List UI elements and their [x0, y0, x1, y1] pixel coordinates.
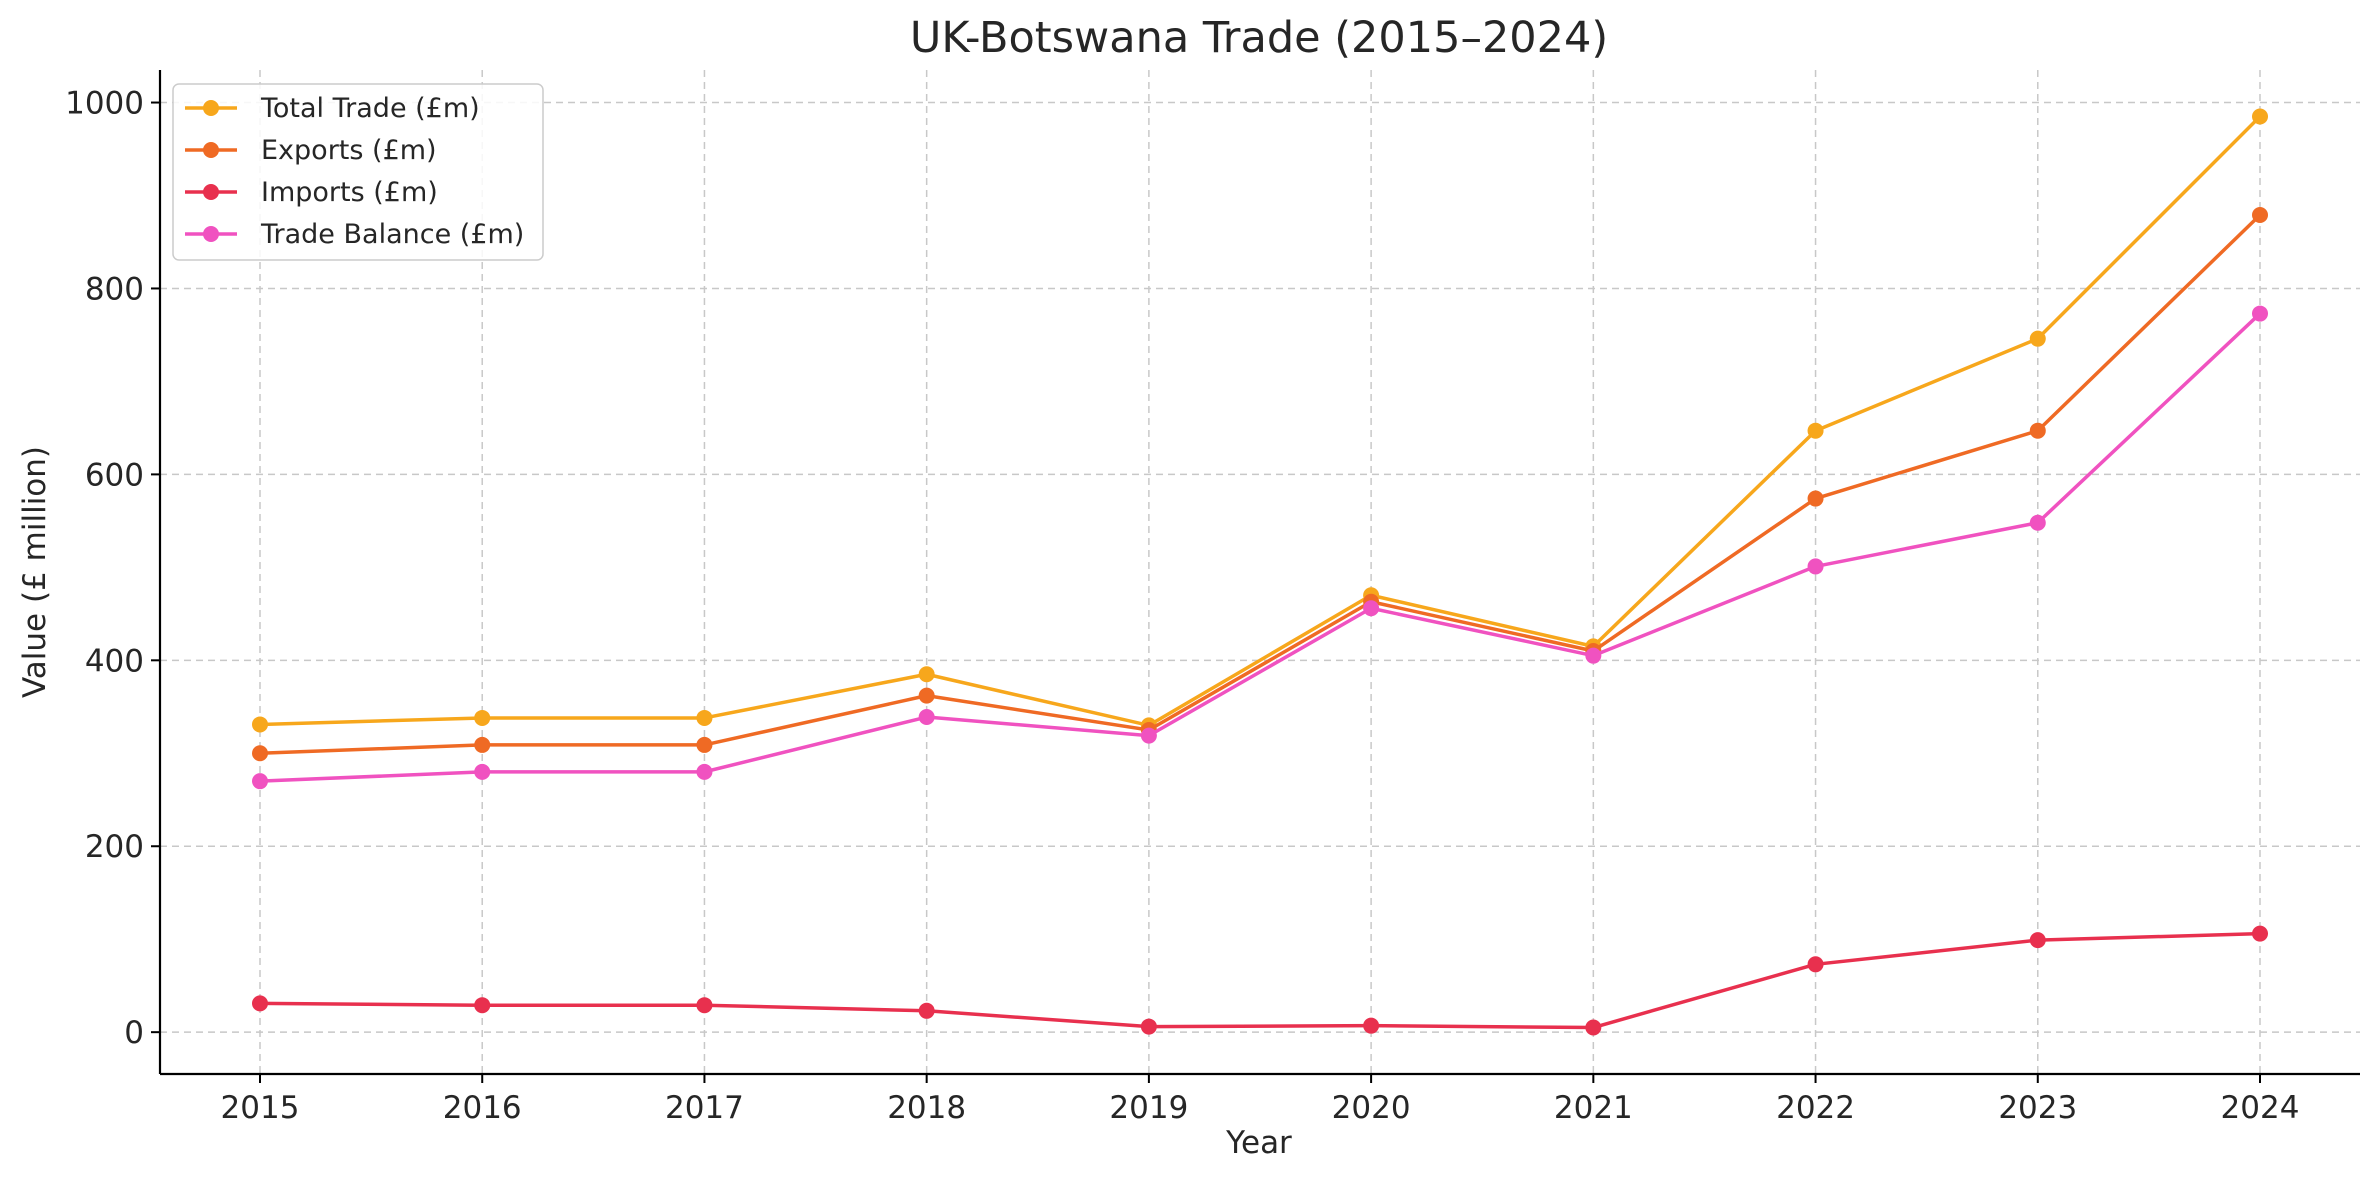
- legend-entry-label: Total Trade (£m): [260, 93, 480, 124]
- data-point-2-8: [2029, 932, 2046, 949]
- data-point-2-3: [918, 1002, 935, 1019]
- data-point-1-9: [2252, 207, 2268, 224]
- series-3: [252, 305, 2268, 790]
- legend: Total Trade (£m) Exports (£m) Imports (£m)…: [172, 83, 544, 261]
- y-axis-ticks: 0 200 400 600 800 1000: [65, 86, 160, 1051]
- y-axis-label: Value (£ million): [17, 446, 53, 698]
- legend-entry-label: Imports (£m): [261, 177, 438, 208]
- data-point-3-7: [1807, 558, 1824, 575]
- data-point-2-1: [474, 997, 491, 1014]
- legend-swatch-marker-1: [203, 142, 219, 158]
- series-line-0: [259, 115, 2262, 728]
- x-tick-label: 2020: [1332, 1090, 1411, 1126]
- data-point-0-3: [918, 666, 935, 683]
- series-line-3: [259, 312, 2262, 783]
- data-point-0-2: [696, 709, 713, 726]
- data-point-3-8: [2029, 514, 2046, 531]
- data-point-3-9: [2252, 305, 2268, 322]
- data-point-2-5: [1363, 1017, 1380, 1034]
- series-layer: [252, 108, 2268, 1036]
- data-point-0-0: [252, 716, 268, 733]
- data-point-2-7: [1807, 956, 1824, 973]
- data-point-2-2: [696, 997, 713, 1014]
- x-tick-label: 2022: [1776, 1090, 1855, 1126]
- data-point-1-8: [2029, 422, 2046, 439]
- data-point-2-4: [1140, 1018, 1157, 1035]
- data-point-3-1: [474, 763, 491, 780]
- y-tick-label: 400: [85, 643, 144, 679]
- x-tick-label: 2023: [1998, 1090, 2077, 1126]
- x-tick-label: 2015: [221, 1090, 300, 1126]
- y-tick-label: 1000: [65, 86, 144, 122]
- series-line-1: [259, 213, 2262, 756]
- legend-entry-label: Exports (£m): [261, 135, 437, 166]
- data-point-1-1: [474, 736, 491, 753]
- x-tick-label: 2021: [1554, 1090, 1633, 1126]
- data-point-0-7: [1807, 422, 1824, 439]
- data-point-2-9: [2252, 925, 2268, 942]
- y-tick-label: 800: [85, 271, 144, 307]
- data-point-0-1: [474, 709, 491, 726]
- data-point-1-3: [918, 687, 935, 704]
- series-1: [252, 207, 2268, 762]
- data-point-1-7: [1807, 490, 1824, 507]
- data-point-0-8: [2029, 330, 2046, 347]
- data-point-1-0: [252, 745, 268, 762]
- y-tick-label: 600: [85, 457, 144, 493]
- data-point-3-3: [918, 709, 935, 726]
- legend-swatch-marker-3: [203, 226, 219, 242]
- data-point-0-9: [2252, 108, 2268, 125]
- legend-frame: [172, 83, 544, 261]
- x-tick-label: 2016: [443, 1090, 522, 1126]
- chart-title: UK-Botswana Trade (2015–2024): [910, 13, 1608, 63]
- data-point-2-0: [252, 995, 268, 1012]
- data-point-3-4: [1140, 727, 1157, 744]
- x-axis-ticks: 2015 2016 2017 2018 2019 2020 2021 2022 2023 2024: [221, 1074, 2300, 1126]
- legend-swatch-marker-0: [203, 100, 219, 116]
- legend-entry-label: Trade Balance (£m): [260, 219, 524, 250]
- data-point-2-6: [1585, 1019, 1602, 1036]
- legend-swatch-marker-2: [203, 184, 219, 200]
- x-tick-label: 2019: [1109, 1090, 1188, 1126]
- data-point-3-0: [252, 773, 268, 790]
- series-line-2: [259, 931, 2261, 1030]
- data-point-3-6: [1585, 647, 1602, 664]
- data-point-3-5: [1363, 600, 1380, 617]
- series-0: [252, 108, 2268, 734]
- x-tick-label: 2018: [887, 1090, 966, 1126]
- y-tick-label: 0: [124, 1015, 144, 1051]
- data-point-1-2: [696, 736, 713, 753]
- series-2: [252, 925, 2268, 1036]
- y-tick-label: 200: [85, 829, 144, 865]
- x-tick-label: 2024: [2221, 1090, 2300, 1126]
- x-axis-label: Year: [1225, 1125, 1292, 1161]
- data-point-3-2: [696, 763, 713, 780]
- x-tick-label: 2017: [665, 1090, 744, 1126]
